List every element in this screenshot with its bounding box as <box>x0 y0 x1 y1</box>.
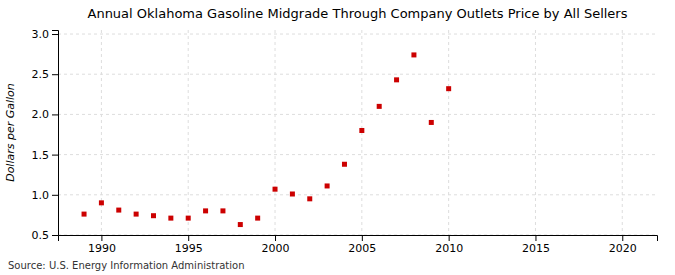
point <box>116 208 121 213</box>
tick: 3.0 <box>32 28 59 41</box>
tick: 2005 <box>348 235 376 255</box>
plot: 1990 1995 2000 2005 2010 2015 2020 0.5 1.0 1.5 2.0… <box>32 28 658 255</box>
axis-line <box>59 236 658 242</box>
point <box>411 52 416 57</box>
tick-label: 3.0 <box>32 28 50 41</box>
grid-line <box>622 30 623 235</box>
tick-label: 1.5 <box>32 149 50 162</box>
tick-mark <box>449 235 450 241</box>
point <box>342 162 347 167</box>
tick: 0.5 <box>32 229 59 242</box>
grid-line <box>58 74 657 75</box>
point <box>168 216 173 221</box>
title: Annual Oklahoma Gasoline Midgrade Throug… <box>88 6 628 21</box>
annotation: Source: U.S. Energy Information Administ… <box>8 260 245 271</box>
tick: 2010 <box>435 235 463 255</box>
tick-mark <box>535 235 536 241</box>
point <box>186 216 191 221</box>
tick-label: 1995 <box>175 242 203 255</box>
tick-label: 1990 <box>88 242 116 255</box>
point <box>359 128 364 133</box>
tick: 2.0 <box>32 108 59 121</box>
point <box>325 183 330 188</box>
point <box>220 208 225 213</box>
y-axis: 0.5 1.0 1.5 2.0 2.5 3.0 <box>32 28 59 242</box>
grid-line <box>58 34 657 35</box>
point <box>203 208 208 213</box>
points <box>82 52 452 227</box>
tick-mark <box>52 155 58 156</box>
tick-label: 2015 <box>522 242 550 255</box>
point <box>446 86 451 91</box>
tick-mark <box>52 34 58 35</box>
tick: 2015 <box>522 235 550 255</box>
point <box>82 212 87 217</box>
point <box>151 213 156 218</box>
grid-line <box>535 30 536 235</box>
point <box>429 120 434 125</box>
grid-line <box>58 154 657 155</box>
tick: 2000 <box>262 235 290 255</box>
point <box>99 200 104 205</box>
tick-mark <box>52 74 58 75</box>
point <box>238 222 243 227</box>
tick: 1995 <box>175 235 203 255</box>
grid-line <box>188 30 189 235</box>
tick: 1.5 <box>32 149 59 162</box>
point <box>377 104 382 109</box>
chart: 1990 1995 2000 2005 2010 2015 2020 0.5 1.0 1.5 2.0… <box>0 0 675 275</box>
x-axis: 1990 1995 2000 2005 2010 2015 2020 <box>59 235 658 255</box>
tick-mark <box>52 195 58 196</box>
point <box>134 212 139 217</box>
point <box>307 196 312 201</box>
y-axis-label: Dollars per Gallon <box>4 83 17 182</box>
point <box>290 192 295 197</box>
tick-label: 2.0 <box>32 108 50 121</box>
point <box>273 187 278 192</box>
tick-label: 2005 <box>348 242 376 255</box>
tick-label: 2010 <box>435 242 463 255</box>
tick-label: 0.5 <box>32 229 50 242</box>
point <box>255 216 260 221</box>
tick-mark <box>275 235 276 241</box>
tick-mark <box>52 235 58 236</box>
tick: 1.0 <box>32 189 59 202</box>
tick-mark <box>188 235 189 241</box>
tick: 2020 <box>609 235 637 255</box>
grid <box>58 30 657 235</box>
tick-label: 1.0 <box>32 189 50 202</box>
axis-line <box>52 31 59 236</box>
tick-label: 2020 <box>609 242 637 255</box>
grid-line <box>448 30 449 235</box>
tick: 2.5 <box>32 68 59 81</box>
tick-mark <box>362 235 363 241</box>
tick-mark <box>101 235 102 241</box>
tick-mark <box>622 235 623 241</box>
grid-line <box>275 30 276 235</box>
grid-line <box>58 114 657 115</box>
tick-mark <box>52 114 58 115</box>
tick-label: 2.5 <box>32 68 50 81</box>
tick: 1990 <box>88 235 116 255</box>
point <box>394 77 399 82</box>
tick-label: 2000 <box>262 242 290 255</box>
grid-line <box>58 194 657 195</box>
